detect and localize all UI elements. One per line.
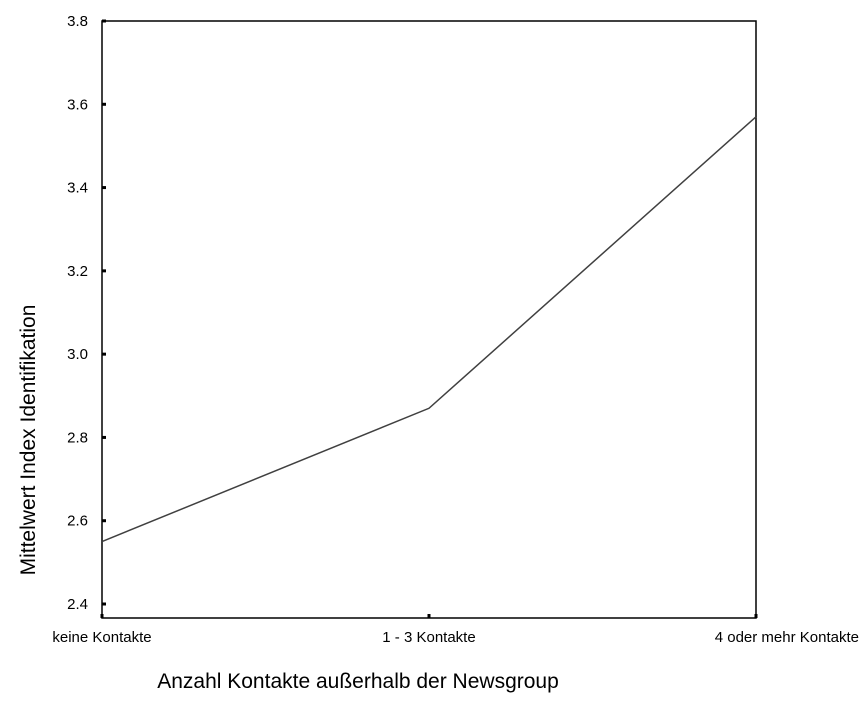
y-tick-label: 2.4 xyxy=(67,596,88,613)
x-tick-label: 4 oder mehr Kontakte xyxy=(715,629,859,646)
y-tick-label: 3.6 xyxy=(67,96,88,113)
y-tick-label: 3.2 xyxy=(67,263,88,280)
y-tick-label: 2.6 xyxy=(67,513,88,530)
y-tick-label: 3.0 xyxy=(67,346,88,363)
x-tick-label: keine Kontakte xyxy=(52,629,151,646)
series-line xyxy=(101,116,757,543)
y-tick-label: 3.8 xyxy=(67,13,88,30)
y-tick-label: 2.8 xyxy=(67,429,88,446)
y-axis-ticks: 2.4 2.6 2.8 3.0 3.2 3.4 3.6 3.8 xyxy=(67,13,106,613)
y-axis-title: Mittelwert Index Identifikation xyxy=(17,305,40,576)
x-tick-label: 1 - 3 Kontakte xyxy=(382,629,475,646)
y-tick-label: 3.4 xyxy=(67,180,88,197)
plot-frame xyxy=(101,20,757,619)
x-axis-ticks: keine Kontakte 1 - 3 Kontakte 4 oder mehr … xyxy=(52,614,859,646)
x-axis-title: Anzahl Kontakte außerhalb der Newsgroup xyxy=(157,670,559,693)
